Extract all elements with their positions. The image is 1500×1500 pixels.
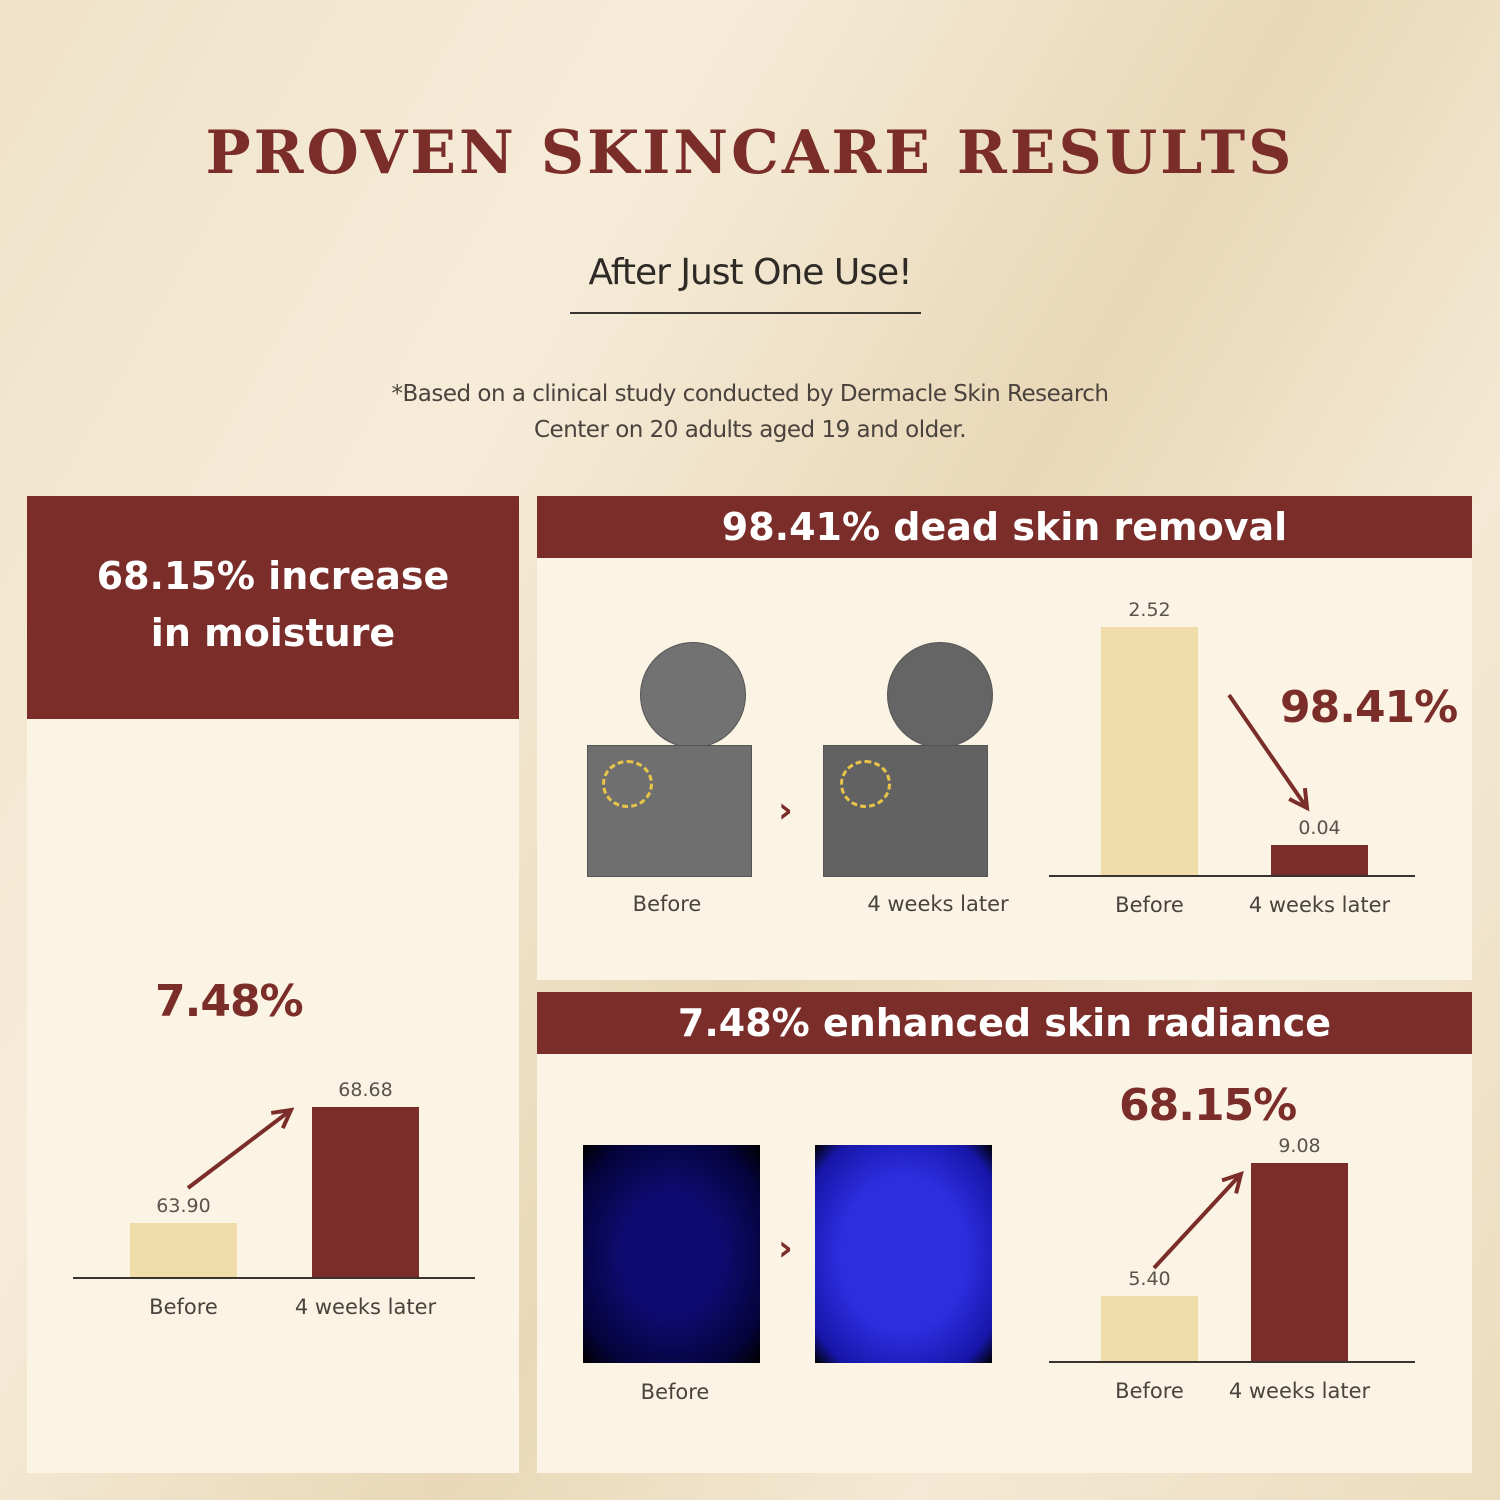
page-subtitle: After Just One Use! bbox=[588, 252, 912, 293]
moisture-heading: 68.15% increase in moisture bbox=[27, 496, 519, 719]
before-radiance-photo bbox=[583, 1145, 760, 1363]
photo-label-after: 4 weeks later bbox=[867, 892, 1009, 916]
radiance-highlight: 68.15% bbox=[1119, 1080, 1297, 1131]
dead-skin-heading: 98.41% dead skin removal bbox=[537, 496, 1472, 558]
data-label: 0.04 bbox=[1298, 817, 1341, 840]
trend-arrow-icon bbox=[186, 1107, 295, 1190]
bar-before bbox=[1101, 627, 1198, 875]
dead-skin-highlight: 98.41% bbox=[1280, 682, 1458, 733]
moisture-heading-line-2: in moisture bbox=[150, 611, 396, 655]
data-label: 9.08 bbox=[1278, 1134, 1321, 1157]
moisture-highlight: 7.48% bbox=[155, 976, 304, 1027]
category-label: Before bbox=[1115, 1379, 1184, 1403]
note-line-1: *Based on a clinical study conducted by … bbox=[391, 381, 1109, 407]
data-label: 5.40 bbox=[1128, 1267, 1171, 1290]
moisture-heading-line-1: 68.15% increase bbox=[96, 554, 450, 598]
before-skin-photo bbox=[587, 745, 752, 877]
bar-after bbox=[1271, 845, 1368, 875]
data-label: 63.90 bbox=[156, 1195, 211, 1218]
page-title: PROVEN SKINCARE RESULTS bbox=[205, 118, 1295, 188]
before-zoom-photo bbox=[640, 642, 746, 748]
category-label: 4 weeks later bbox=[1248, 893, 1391, 917]
after-skin-photo bbox=[823, 745, 988, 877]
note-line-2: Center on 20 adults aged 19 and older. bbox=[533, 417, 967, 443]
bar-after bbox=[312, 1106, 419, 1277]
moisture-chart: 63.90 Before 68.68 4 weeks later bbox=[73, 1060, 475, 1340]
photo-label-before: Before bbox=[640, 1380, 710, 1404]
study-note: *Based on a clinical study conducted by … bbox=[0, 376, 1500, 448]
category-label: 4 weeks later bbox=[1228, 1379, 1371, 1403]
after-radiance-photo bbox=[815, 1145, 992, 1363]
x-axis-line bbox=[1049, 1361, 1415, 1363]
chevron-right-icon: › bbox=[778, 790, 793, 831]
bar-before bbox=[130, 1223, 237, 1277]
dead-skin-chart: 2.52 Before 0.04 4 weeks later bbox=[1049, 599, 1415, 930]
x-axis-line bbox=[73, 1277, 475, 1279]
radiance-chart: 5.40 Before 9.08 4 weeks later bbox=[1049, 1130, 1415, 1420]
chevron-right-icon: › bbox=[778, 1228, 793, 1269]
category-label: 4 weeks later bbox=[294, 1295, 437, 1319]
trend-arrow-icon bbox=[1152, 1170, 1244, 1270]
x-axis-line bbox=[1049, 875, 1415, 877]
bar-before bbox=[1101, 1295, 1198, 1361]
data-label: 68.68 bbox=[338, 1078, 393, 1101]
data-label: 2.52 bbox=[1128, 599, 1171, 622]
after-zoom-photo bbox=[887, 642, 993, 748]
subtitle-underline bbox=[570, 312, 921, 314]
category-label: Before bbox=[149, 1295, 218, 1319]
bar-after bbox=[1251, 1162, 1348, 1361]
radiance-heading: 7.48% enhanced skin radiance bbox=[537, 992, 1472, 1054]
category-label: Before bbox=[1115, 893, 1184, 917]
photo-label-before: Before bbox=[632, 892, 702, 916]
trend-arrow-icon bbox=[1227, 693, 1310, 812]
